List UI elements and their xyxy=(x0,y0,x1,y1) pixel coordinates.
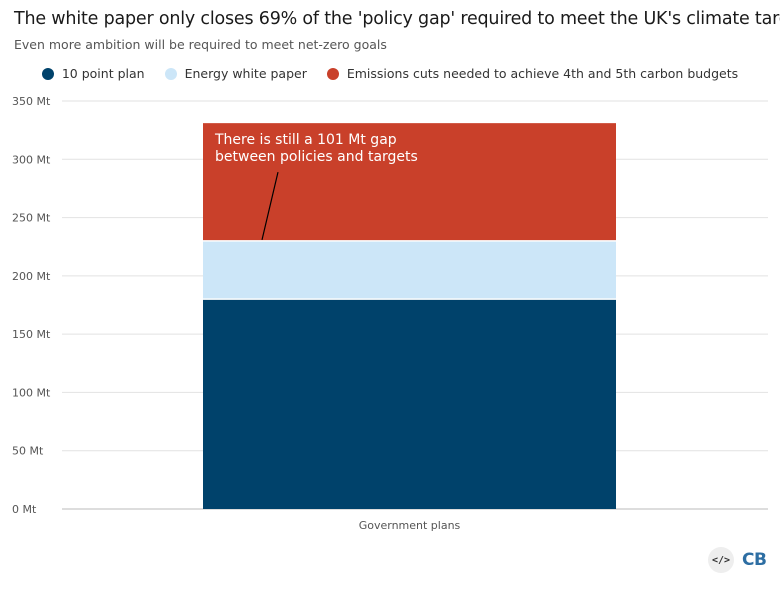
legend-item-10-point-plan: 10 point plan xyxy=(41,66,145,81)
bar-segment-2 xyxy=(203,240,616,300)
legend: 10 point plan Energy white paper Emissio… xyxy=(0,66,780,81)
y-tick-label: 100 Mt xyxy=(12,386,51,399)
bar-segment-1 xyxy=(203,299,616,509)
embed-code-icon[interactable]: </> xyxy=(708,547,734,573)
chart-subtitle: Even more ambition will be required to m… xyxy=(14,37,387,52)
chart-title: The white paper only closes 69% of the '… xyxy=(14,9,780,29)
legend-item-emissions-cuts: Emissions cuts needed to achieve 4th and… xyxy=(326,66,739,81)
y-tick-label: 250 Mt xyxy=(12,212,51,225)
legend-label-10-point-plan: 10 point plan xyxy=(61,66,145,81)
y-tick-label: 350 Mt xyxy=(12,95,51,108)
annotation-pointer xyxy=(261,172,279,241)
legend-label-emissions-cuts: Emissions cuts needed to achieve 4th and… xyxy=(346,66,739,81)
carbon-brief-logo: </> CB xyxy=(708,547,767,573)
logo-text: CB xyxy=(742,550,767,570)
y-tick-label: 0 Mt xyxy=(12,503,37,516)
annotation-text: between policies and targets xyxy=(215,149,418,165)
legend-dot-emissions-cuts xyxy=(326,67,339,80)
y-tick-label: 300 Mt xyxy=(12,153,51,166)
y-tick-label: 200 Mt xyxy=(12,270,51,283)
y-tick-label: 150 Mt xyxy=(12,328,51,341)
x-tick-label: Government plans xyxy=(359,519,461,532)
legend-item-energy-white-paper: Energy white paper xyxy=(164,66,307,81)
y-tick-label: 50 Mt xyxy=(12,445,44,458)
legend-dot-energy-white-paper xyxy=(164,67,177,80)
legend-label-energy-white-paper: Energy white paper xyxy=(184,66,307,81)
bar-segment-3 xyxy=(203,123,616,241)
annotation-text: There is still a 101 Mt gap xyxy=(214,132,397,148)
legend-dot-10-point-plan xyxy=(41,67,54,80)
